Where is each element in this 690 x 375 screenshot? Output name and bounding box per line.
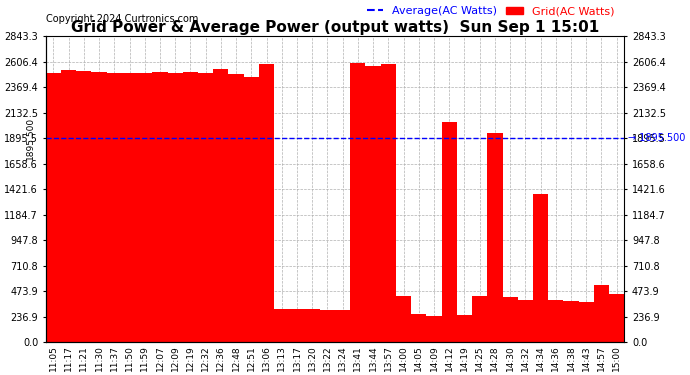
Bar xyxy=(259,64,274,342)
Legend: Average(AC Watts), Grid(AC Watts): Average(AC Watts), Grid(AC Watts) xyxy=(362,2,619,21)
Bar xyxy=(244,77,259,342)
Bar xyxy=(198,73,213,342)
Bar xyxy=(152,72,168,342)
Text: 1895.500: 1895.500 xyxy=(26,117,35,160)
Bar xyxy=(366,66,381,342)
Bar xyxy=(122,73,137,342)
Bar xyxy=(518,300,533,342)
Bar xyxy=(609,294,624,342)
Bar xyxy=(548,300,564,342)
Bar xyxy=(533,194,548,342)
Bar xyxy=(579,302,594,342)
Bar xyxy=(335,310,351,342)
Bar xyxy=(472,296,487,342)
Bar xyxy=(320,310,335,342)
Bar xyxy=(457,315,472,342)
Bar xyxy=(487,134,502,342)
Bar xyxy=(107,72,122,342)
Bar xyxy=(213,69,228,342)
Bar xyxy=(502,297,518,342)
Title: Grid Power & Average Power (output watts)  Sun Sep 1 15:01: Grid Power & Average Power (output watts… xyxy=(71,20,599,35)
Bar xyxy=(61,70,77,342)
Bar xyxy=(442,122,457,342)
Bar xyxy=(426,316,442,342)
Bar xyxy=(274,309,289,342)
Bar xyxy=(92,72,107,342)
Bar xyxy=(137,73,152,342)
Bar xyxy=(228,74,244,342)
Bar xyxy=(411,314,426,342)
Bar xyxy=(396,296,411,342)
Bar xyxy=(183,72,198,342)
Bar xyxy=(564,301,579,342)
Bar xyxy=(46,73,61,342)
Bar xyxy=(304,309,320,342)
Bar xyxy=(381,64,396,342)
Bar xyxy=(351,63,366,342)
Text: Copyright 2024 Curtronics.com: Copyright 2024 Curtronics.com xyxy=(46,14,198,24)
Bar xyxy=(168,73,183,342)
Bar xyxy=(289,309,304,342)
Bar xyxy=(77,71,92,342)
Bar xyxy=(594,285,609,342)
Text: → 1895.500: → 1895.500 xyxy=(629,133,686,143)
